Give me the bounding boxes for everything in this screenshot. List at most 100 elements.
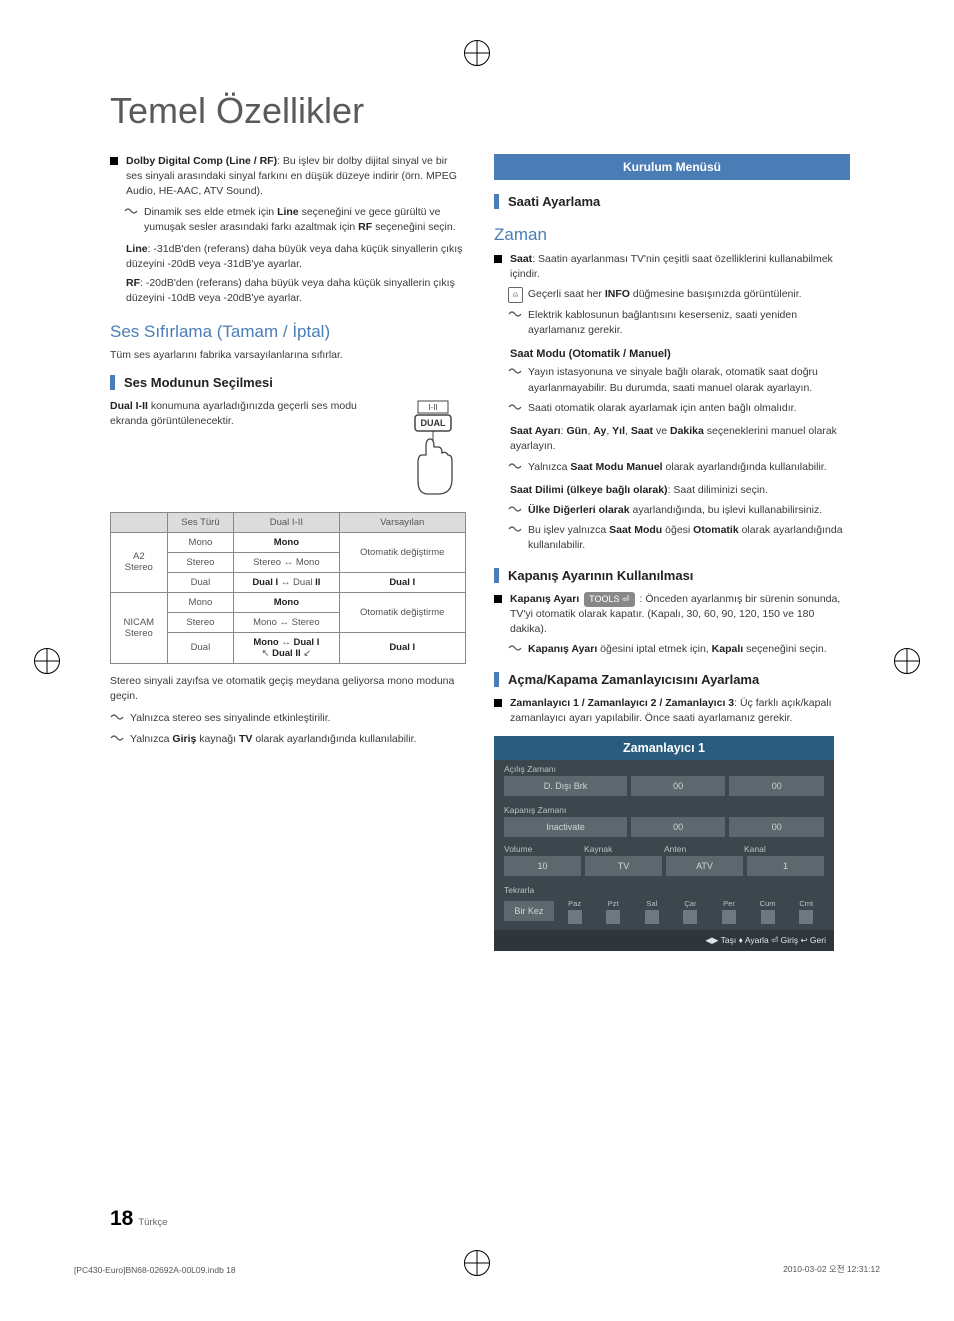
cell: Mono [167, 592, 234, 612]
svg-text:DUAL: DUAL [421, 418, 446, 428]
acma-section-title: Açma/Kapama Zamanlayıcısını Ayarlama [508, 672, 759, 687]
section-bar-icon [494, 568, 499, 583]
table-header-row: Ses Türü Dual I-II Varsayılan [111, 512, 466, 532]
info-note: ⍝ Geçerli saat her INFO düğmesine basışı… [494, 287, 850, 303]
day-box-icon [761, 910, 775, 924]
zamanlayici-bullet: Zamanlayıcı 1 / Zamanlayıcı 2 / Zamanlay… [494, 696, 850, 726]
stereo-note: Stereo sinyali zayıfsa ve otomatik geçiş… [110, 674, 466, 704]
source-row: 10 TV ATV 1 [494, 856, 834, 881]
cell-nicam: NICAMStereo [111, 592, 168, 663]
note-icon [508, 643, 522, 653]
note1: Yalnızca stereo ses sinyalinde etkinleşt… [110, 711, 466, 726]
day-cum[interactable]: Cum [750, 899, 786, 924]
tekrarla-val[interactable]: Bir Kez [504, 901, 554, 921]
cell: Mono ↔ Dual I↖ Dual II ↙ [234, 632, 339, 663]
note-icon [508, 402, 522, 412]
volume-val[interactable]: 10 [504, 856, 581, 876]
register-mark-right [894, 648, 920, 674]
day-per[interactable]: Per [711, 899, 747, 924]
dolby-item: Dolby Digital Comp (Line / RF): Bu işlev… [110, 154, 466, 200]
kaynak-label: Kaynak [584, 844, 664, 854]
kaynak-val[interactable]: TV [585, 856, 662, 876]
audio-mode-table: Ses Türü Dual I-II Varsayılan A2Stereo M… [110, 512, 466, 664]
kapanis-value[interactable]: Inactivate [504, 817, 627, 837]
reset-desc: Tüm ses ayarlarını fabrika varsayılanlar… [110, 349, 466, 361]
kapanis-note-text: Kapanış Ayarı öğesini iptal etmek için, … [528, 642, 850, 657]
note-icon [110, 712, 124, 722]
register-mark-bottom [464, 1250, 490, 1276]
remote-hand-icon: I-II DUAL [400, 399, 466, 499]
saat-dilimi: Saat Dilimi (ülkeye bağlı olarak): Saat … [494, 483, 850, 498]
saat-section: Saati Ayarlama [494, 194, 850, 209]
footer-right: 2010-03-02 오전 12:31:12 [783, 1263, 880, 1275]
elektrik-note-text: Elektrik kablosunun bağlantısını keserse… [528, 308, 850, 338]
elektrik-note: Elektrik kablosunun bağlantısını keserse… [494, 308, 850, 338]
kapanis-hour[interactable]: 00 [631, 817, 726, 837]
left-column: Dolby Digital Comp (Line / RF): Bu işlev… [110, 154, 466, 951]
saat-modu-note2: Saati otomatik olarak ayarlamak için ant… [494, 401, 850, 416]
dual-text: Dual I-II konumuna ayarladığınızda geçer… [110, 399, 386, 429]
timer-footer: ◀▶ Taşı ♦ Ayarla ⏎ Giriş ↩ Geri [494, 930, 834, 951]
mode-section-title: Ses Modunun Seçilmesi [124, 375, 273, 390]
saat-modu-note1: Yayın istasyonuna ve sinyale bağlı olara… [494, 365, 850, 395]
square-bullet-icon [494, 699, 502, 707]
table-row: A2Stereo Mono Mono Otomatik değiştirme [111, 532, 466, 552]
acma-section: Açma/Kapama Zamanlayıcısını Ayarlama [494, 672, 850, 687]
cell: Stereo ↔ Mono [234, 552, 339, 572]
page-content: Temel Özellikler Dolby Digital Comp (Lin… [110, 90, 850, 951]
rf-desc: RF: -20dB'den (referans) daha büyük veya… [110, 276, 466, 306]
day-cmt[interactable]: Cmt [788, 899, 824, 924]
acilis-hour[interactable]: 00 [631, 776, 726, 796]
dolby-note-text: Dinamik ses elde etmek için Line seçeneğ… [144, 205, 466, 235]
day-box-icon [606, 910, 620, 924]
saat-bullet: Saat: Saatin ayarlanması TV'nin çeşitli … [494, 252, 850, 282]
footer-left: [PC430-Euro]BN68-02692A-00L09.indb 18 [74, 1265, 236, 1275]
dolby-note: Dinamik ses elde etmek için Line seçeneğ… [110, 205, 466, 235]
kapanis-note: Kapanış Ayarı öğesini iptal etmek için, … [494, 642, 850, 657]
info-note-text: Geçerli saat her INFO düğmesine basışını… [528, 287, 850, 303]
kapanis-section: Kapanış Ayarının Kullanılması [494, 568, 850, 583]
note1-text: Yalnızca stereo ses sinyalinde etkinleşt… [130, 711, 466, 726]
saat-ayari: Saat Ayarı: Gün, Ay, Yıl, Saat ve Dakika… [494, 424, 850, 454]
cell-a2: A2Stereo [111, 532, 168, 592]
th-dual: Dual I-II [234, 512, 339, 532]
saat-dilimi-note1-text: Ülke Diğerleri olarak ayarlandığında, bu… [528, 503, 850, 518]
mode-section: Ses Modunun Seçilmesi [110, 375, 466, 390]
saat-dilimi-note2: Bu işlev yalnızca Saat Modu öğesi Otomat… [494, 523, 850, 553]
th-varsayilan: Varsayılan [339, 512, 466, 532]
cell: Dual I ↔ Dual II [234, 572, 339, 592]
tekrarla-label: Tekrarla [494, 881, 834, 897]
kanal-val[interactable]: 1 [747, 856, 824, 876]
saat-modu-note2-text: Saati otomatik olarak ayarlamak için ant… [528, 401, 850, 416]
note-icon [508, 461, 522, 471]
menu-banner: Kurulum Menüsü [494, 154, 850, 180]
acilis-min[interactable]: 00 [729, 776, 824, 796]
saat-section-title: Saati Ayarlama [508, 194, 600, 209]
acilis-label: Açılış Zamanı [494, 760, 834, 776]
saat-modu-header: Saat Modu (Otomatik / Manuel) [494, 348, 850, 360]
cell: Mono ↔ Stereo [234, 612, 339, 632]
timer-title: Zamanlayıcı 1 [494, 736, 834, 760]
note-icon [124, 206, 138, 216]
kapanis-min[interactable]: 00 [729, 817, 824, 837]
right-column: Kurulum Menüsü Saati Ayarlama Zaman Saat… [494, 154, 850, 951]
day-sal[interactable]: Sal [634, 899, 670, 924]
day-paz[interactable]: Paz [557, 899, 593, 924]
line-desc: Line: -31dB'den (referans) daha büyük ve… [110, 242, 466, 272]
anten-label: Anten [664, 844, 744, 854]
cell: Mono [167, 532, 234, 552]
day-pzt[interactable]: Pzt [595, 899, 631, 924]
saat-dilimi-note1: Ülke Diğerleri olarak ayarlandığında, bu… [494, 503, 850, 518]
remote-button-icon: ⍝ [508, 287, 523, 303]
kapanis-section-title: Kapanış Ayarının Kullanılması [508, 568, 693, 583]
day-car[interactable]: Çar [673, 899, 709, 924]
acilis-value[interactable]: D. Dışı Brk [504, 776, 627, 796]
anten-val[interactable]: ATV [666, 856, 743, 876]
kanal-label: Kanal [744, 844, 824, 854]
dual-block: Dual I-II konumuna ayarladığınızda geçer… [110, 399, 466, 499]
square-bullet-icon [110, 157, 118, 165]
square-bullet-icon [494, 595, 502, 603]
saat-modu-note1-text: Yayın istasyonuna ve sinyale bağlı olara… [528, 365, 850, 395]
th-blank [111, 512, 168, 532]
note-icon [508, 524, 522, 534]
